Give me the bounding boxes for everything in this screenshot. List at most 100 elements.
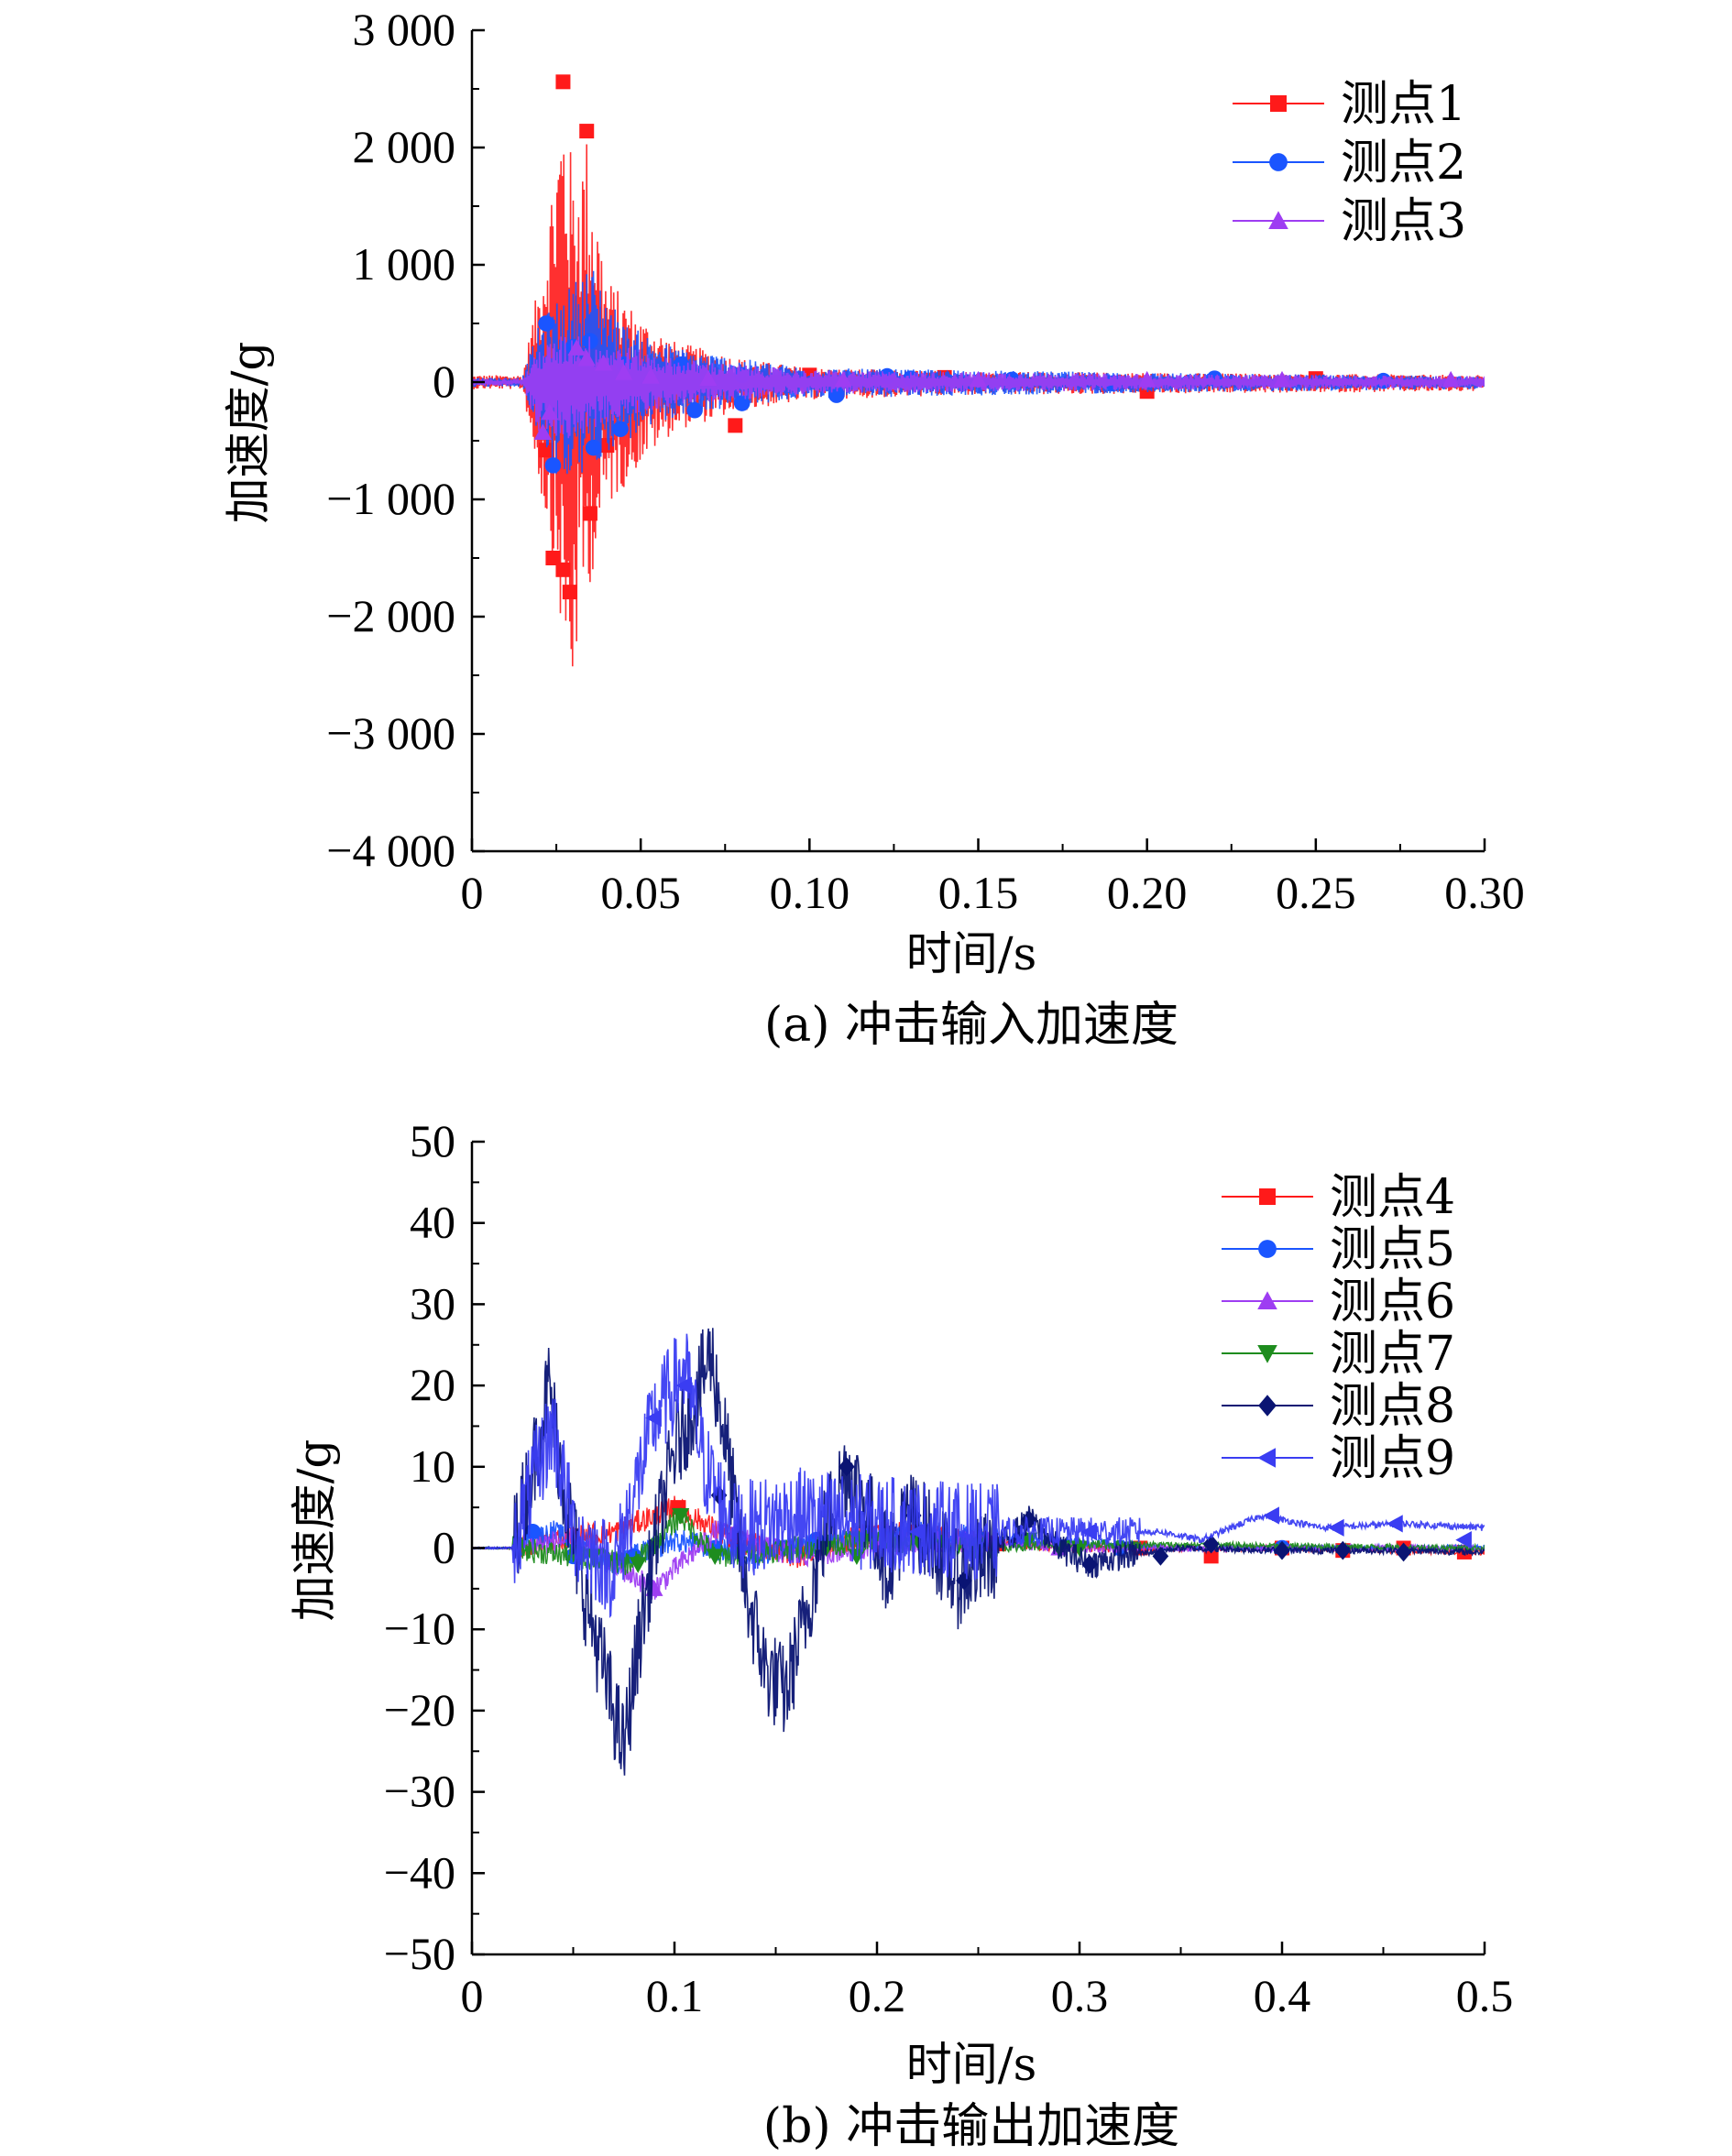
data-point-a-s3-10 — [969, 370, 988, 388]
x-tick-label-a-4: 0.20 — [1107, 867, 1188, 918]
data-point-b-s4-3 — [672, 1508, 690, 1525]
data-point-b-s5-10 — [1334, 1540, 1352, 1560]
y-tick-label-b-3: 20 — [410, 1359, 455, 1410]
x-tick-label-b-4: 0.4 — [1254, 1970, 1311, 2021]
data-point-b-s6-7 — [1387, 1515, 1403, 1533]
data-point-b-s5-11 — [1395, 1542, 1412, 1562]
chart-input-acceleration: 3 000 2 000 1 000 0 −1 000 −2 000 −3 000 −4 000… — [222, 4, 1525, 1053]
data-point-a-s1-9 — [728, 418, 743, 433]
legend-marker-b-6 — [1257, 1448, 1276, 1468]
data-point-a-s3-12 — [1273, 370, 1291, 388]
plot-area-a — [472, 74, 1485, 667]
legend-label-b-6: 测点9 — [1330, 1431, 1455, 1486]
caption-a: (a) 冲击输入加速度 — [764, 998, 1178, 1053]
legend-label-b-2: 测点5 — [1330, 1222, 1455, 1277]
data-point-a-s1-6 — [562, 585, 577, 600]
y-tick-label-b-5: 0 — [433, 1522, 455, 1573]
legend-label-b-3: 测点6 — [1330, 1275, 1455, 1330]
y-tick-label-b-1: 40 — [410, 1197, 455, 1248]
data-point-a-s2-17 — [686, 401, 703, 419]
y-axis-title-a: 加速度/g — [222, 342, 275, 524]
y-axis-title-b: 加速度/g — [288, 1439, 341, 1622]
series-b-6 — [472, 1333, 1485, 1619]
legend-label-a-1: 测点1 — [1341, 77, 1466, 132]
data-point-a-s2-1 — [538, 315, 554, 332]
y-tick-label-b-4: 10 — [410, 1440, 455, 1492]
data-point-b-s5-7 — [1152, 1546, 1169, 1566]
legend-label-a-3: 测点3 — [1341, 194, 1466, 249]
data-point-a-s3-6 — [615, 364, 633, 380]
legend-label-b-1: 测点4 — [1330, 1170, 1455, 1225]
plot-area-b — [472, 1328, 1485, 1776]
y-tick-label-a-5: −2 000 — [326, 590, 455, 641]
legend-marker-b-1 — [1259, 1188, 1276, 1205]
x-tick-label-b-1: 0.1 — [646, 1970, 704, 2021]
series-group-a — [472, 74, 1485, 667]
x-tick-label-a-2: 0.10 — [770, 867, 850, 918]
data-point-a-s3-4 — [577, 349, 596, 367]
legend-marker-a-2 — [1269, 153, 1288, 171]
data-point-a-s3-5 — [595, 354, 613, 371]
y-tick-label-b-9: −40 — [384, 1846, 455, 1898]
data-point-a-s3-11 — [1138, 370, 1156, 388]
data-point-a-s1-4 — [545, 551, 561, 565]
legend-marker-a-3 — [1268, 211, 1288, 229]
legend-marker-b-5 — [1258, 1395, 1277, 1417]
data-point-a-s3-7 — [641, 367, 660, 384]
data-point-a-s2-18 — [733, 395, 751, 411]
legend-marker-a-1 — [1270, 95, 1287, 112]
y-tick-label-a-6: −3 000 — [326, 707, 455, 759]
data-point-a-s3-1 — [533, 423, 552, 441]
data-point-b-s6-1 — [645, 1408, 662, 1428]
data-point-b-s4-4 — [706, 1549, 724, 1565]
series-line-b-5 — [472, 1328, 1485, 1776]
y-tick-label-a-1: 2 000 — [353, 121, 456, 172]
data-point-a-s3-9 — [834, 370, 852, 388]
data-point-a-s1-3 — [539, 443, 554, 458]
x-tick-label-b-5: 0.5 — [1456, 1970, 1514, 2021]
legend-label-a-2: 测点2 — [1341, 136, 1466, 191]
y-tick-label-b-2: 30 — [410, 1277, 455, 1329]
x-tick-label-a-6: 0.30 — [1444, 867, 1525, 918]
caption-b: (b) 冲击输出加速度 — [763, 2099, 1179, 2154]
legend-marker-b-2 — [1258, 1240, 1277, 1258]
data-point-b-s6-5 — [1263, 1506, 1279, 1525]
data-point-b-s5-4 — [956, 1570, 972, 1591]
x-tick-label-b-3: 0.3 — [1051, 1970, 1109, 2021]
y-tick-label-a-7: −4 000 — [326, 825, 455, 876]
data-point-b-s6-3 — [908, 1523, 926, 1541]
y-tick-label-b-8: −30 — [384, 1766, 455, 1817]
data-point-a-s2-15 — [585, 439, 602, 456]
data-point-b-s6-6 — [1328, 1518, 1344, 1537]
series-a-3 — [472, 336, 1485, 441]
data-point-b-s5-2 — [839, 1457, 855, 1477]
data-point-a-s2-14 — [544, 457, 562, 474]
data-point-b-s5-8 — [1202, 1534, 1220, 1554]
data-point-a-s3-13 — [1442, 370, 1460, 388]
legend-marker-b-3 — [1257, 1291, 1277, 1309]
series-line-b-6 — [472, 1333, 1485, 1619]
data-point-b-s1-8 — [1203, 1549, 1219, 1564]
data-point-a-s2-16 — [612, 421, 629, 438]
y-tick-label-a-0: 3 000 — [353, 4, 456, 55]
y-tick-label-a-4: −1 000 — [326, 473, 455, 524]
data-point-b-s5-9 — [1274, 1540, 1290, 1560]
data-point-a-s2-5 — [673, 356, 690, 373]
data-point-b-s6-2 — [675, 1376, 693, 1395]
data-point-b-s6-8 — [1455, 1531, 1472, 1549]
x-tick-label-a-3: 0.15 — [938, 867, 1019, 918]
y-tick-label-a-3: 0 — [433, 356, 455, 407]
data-point-b-s6-4 — [1080, 1523, 1098, 1541]
data-point-a-s3-2 — [541, 403, 559, 421]
series-group-b — [472, 1328, 1485, 1776]
data-point-b-s4-2 — [629, 1557, 647, 1573]
x-tick-label-b-0: 0 — [461, 1970, 484, 2021]
y-tick-label-b-6: −10 — [384, 1603, 455, 1654]
y-tick-label-b-7: −20 — [384, 1684, 455, 1735]
x-axis-title-a: 时间/s — [906, 927, 1037, 980]
y-tick-label-b-10: −50 — [384, 1928, 455, 1979]
data-point-a-s3-8 — [699, 369, 718, 387]
